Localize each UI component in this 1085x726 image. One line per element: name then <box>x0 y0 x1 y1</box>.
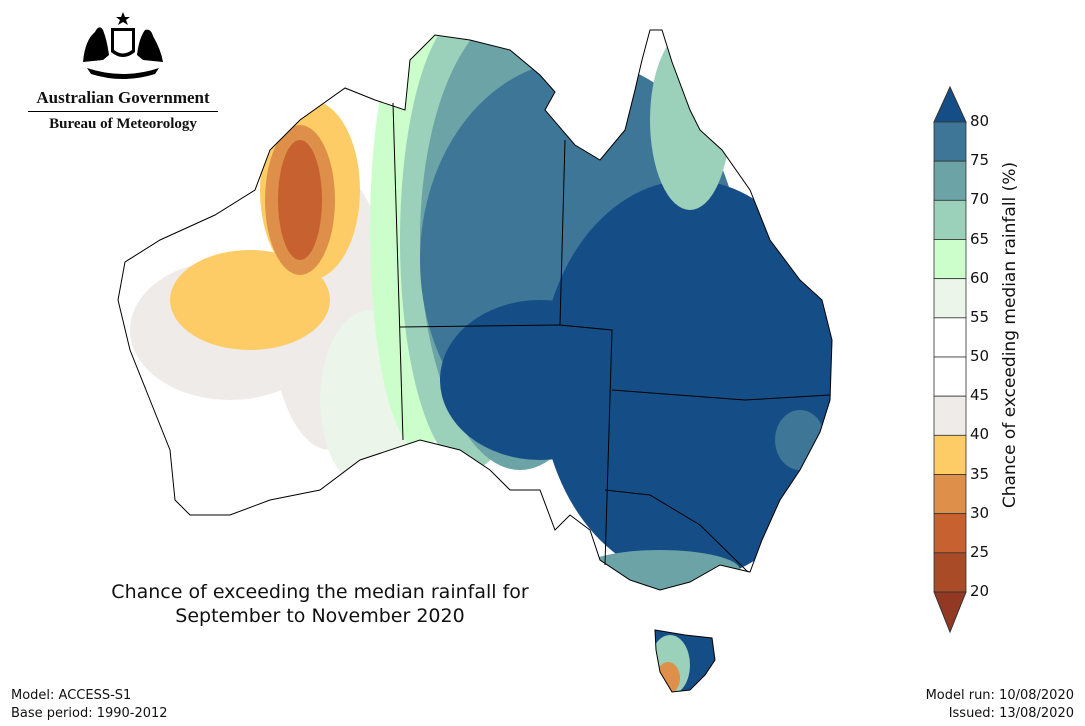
colorbar-tick-label: 50 <box>970 347 990 365</box>
model-info: Model: ACCESS-S1 Base period: 1990-2012 <box>11 687 168 723</box>
map-title-line2: September to November 2020 <box>175 605 465 627</box>
colorbar-segment-c65_70 <box>933 199 967 240</box>
colorbar-tick-label: 60 <box>970 268 990 287</box>
colorbar-segment-c20_25 <box>933 552 967 593</box>
colorbar-tick-label: 35 <box>970 464 990 483</box>
colorbar-tick-label: 55 <box>970 307 990 326</box>
bom-logo: Australian Government Bureau of Meteorol… <box>28 10 218 133</box>
bureau-label: Bureau of Meteorology <box>49 116 197 132</box>
colorbar-segment-c70_75 <box>933 160 967 201</box>
colorbar <box>933 85 967 634</box>
colorbar-tick-label: 80 <box>970 112 990 130</box>
run-info: Model run: 10/08/2020 Issued: 13/08/2020 <box>926 687 1074 723</box>
colorbar-tick-label: 65 <box>970 229 990 248</box>
colorbar-tick-label: 70 <box>970 190 990 209</box>
issued-date: Issued: 13/08/2020 <box>948 706 1074 721</box>
colorbar-segment-c75_80 <box>933 121 967 162</box>
colorbar-segment-c40_45 <box>933 395 967 436</box>
model-run-date: Model run: 10/08/2020 <box>925 688 1074 703</box>
colorbar-segment-c55_60 <box>933 278 967 319</box>
map-title-line1: Chance of exceeding the median rainfall … <box>111 581 529 603</box>
colorbar-extend-top <box>933 85 967 123</box>
map-title: Chance of exceeding the median rainfall … <box>60 580 580 628</box>
base-period: Base period: 1990-2012 <box>11 706 168 721</box>
colorbar-extend-bottom <box>933 591 967 634</box>
model-name: Model: ACCESS-S1 <box>11 688 132 703</box>
colorbar-segment-c30_35 <box>933 474 967 515</box>
colorbar-axis-label: Chance of exceeding median rainfall (%) <box>1000 161 1020 509</box>
colorbar-tick-label: 25 <box>970 542 990 561</box>
colorbar-segment-c60_65 <box>933 239 967 280</box>
government-label: Australian Government <box>28 88 218 112</box>
colorbar-tick-label: 20 <box>970 582 990 600</box>
colorbar-tick-label: 40 <box>970 425 990 444</box>
coat-of-arms-icon <box>83 12 163 79</box>
colorbar-segment-c35_40 <box>933 434 967 475</box>
colorbar-segment-c25_30 <box>933 513 967 554</box>
state-borders <box>392 102 831 573</box>
colorbar-tick-label: 75 <box>970 151 990 170</box>
colorbar-segment-c45_50 <box>933 356 967 397</box>
colorbar-tick-label: 45 <box>970 386 990 405</box>
colorbar-segment-c50_55 <box>933 317 967 358</box>
colorbar-tick-label: 30 <box>970 503 990 522</box>
